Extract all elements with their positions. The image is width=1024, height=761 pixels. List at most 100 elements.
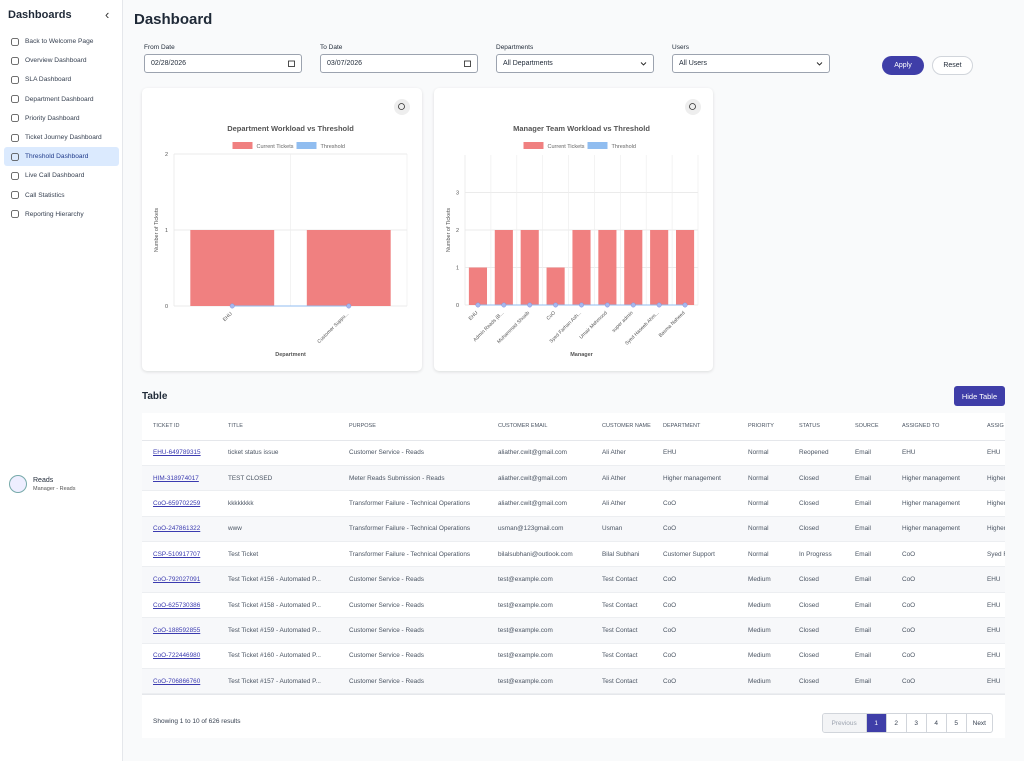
nav-item[interactable]: Live Call Dashboard [4,166,119,185]
ticket-link[interactable]: CoO-792027091 [142,566,226,593]
nav-icon [11,210,19,219]
legend-label: Threshold [612,144,636,150]
page-button[interactable]: 4 [925,714,946,732]
table-row: CoO-659702259 kkkkkkkk Transformer Failure… [142,490,1005,517]
icon-shape [11,191,19,199]
legend-swatch [232,142,253,149]
icon-shape [11,210,19,219]
chart: Department Workload vs Threshold Current … [154,99,410,358]
nav-icon [11,37,19,46]
page-button[interactable]: 2 [885,714,906,732]
table-cell: aliather.cwit@gmail.com [496,465,600,492]
chart-title: Department Workload vs Threshold [227,124,354,133]
bar [468,267,488,305]
threshold-point [604,302,610,308]
table-cell: Customer Service - Reads [347,440,496,466]
table-cell: Normal [746,440,797,466]
nav-item[interactable]: SLA Dashboard [4,70,119,89]
column-header: CUSTOMER EMAIL [496,413,600,441]
nav-icon [11,76,19,84]
table-cell: Closed [797,566,853,593]
user-role: Manager - Reads [33,485,76,492]
nav-item[interactable]: Back to Welcome Page [4,32,119,51]
page-button[interactable]: 5 [945,714,966,732]
ticket-link[interactable]: EHU-649789315 [142,440,226,466]
nav-icon [11,56,19,65]
table-cell: CoO [661,592,746,619]
nav-icon [11,191,19,199]
table-cell: Higher [985,465,1005,492]
bar [624,230,643,305]
nav-item[interactable]: Ticket Journey Dashboard [4,128,119,147]
page-button[interactable]: 1 [865,714,886,732]
ticket-link[interactable]: CoO-188592855 [142,617,226,644]
filter-input[interactable]: 02/28/2026 [144,54,302,73]
page-button[interactable]: Previous [822,714,866,732]
hide-table-button[interactable]: Hide Table [954,386,1005,406]
icon-shape [11,95,19,104]
apply-button[interactable]: Apply [882,56,924,75]
filter-input[interactable]: All Departments [496,54,654,73]
nav-label: SLA Dashboard [25,76,72,84]
nav-icon [11,152,19,161]
table-cell: Closed [797,465,853,492]
bar [650,230,669,305]
nav-icon [11,95,19,104]
table-cell: CoO [661,516,746,543]
ticket-link[interactable]: CoO-625730386 [142,592,226,619]
nav-item[interactable]: Call Statistics [4,186,119,205]
table-cell: Transformer Failure - Technical Operatio… [347,516,496,543]
table-cell: Closed [797,592,853,619]
nav-item[interactable]: Reporting Hierarchy [4,205,119,224]
table-card: TICKET ID TITLE PURPOSE CUSTOMER EMAIL CUSTO… [142,413,1005,738]
icon-shape [11,76,19,84]
table-row: CSP-510917707 Test Ticket Transformer Fail… [142,541,1005,568]
table-row: HIM-318974017 TEST CLOSED Meter Reads Subm… [142,465,1005,492]
x-tick-label: CoO [546,310,558,322]
table-cell: Higher management [900,490,985,517]
nav-icon [11,133,19,142]
table-cell: Closed [797,668,853,695]
nav-item[interactable]: Overview Dashboard [4,51,119,70]
filter-input[interactable]: All Users [672,54,830,73]
ticket-link[interactable]: CSP-510917707 [142,541,226,568]
ticket-link[interactable]: CoO-722446980 [142,643,226,670]
y-tick-label: 0 [165,304,168,310]
table-cell: aliather.cwit@gmail.com [496,490,600,517]
table-cell: CoO [661,490,746,517]
collapse-button[interactable]: ‹ [105,7,110,22]
threshold-point [229,303,235,309]
x-tick-label: Customer Suppo... [316,311,350,345]
zoom-lens [398,103,405,110]
threshold-point [579,302,584,308]
ticket-link[interactable]: CoO-659702259 [142,490,226,517]
nav-item[interactable]: Threshold Dashboard [4,147,119,167]
nav-list: Back to Welcome Page Overview Dashboard SL… [4,32,119,224]
ticket-link[interactable]: CoO-706866760 [142,668,226,695]
chevron [816,62,823,66]
nav-label: Back to Welcome Page [25,38,94,46]
threshold-point [682,302,688,308]
zoom-button[interactable] [685,99,701,115]
table-cell: test@example.com [496,566,600,593]
table-cell: Customer Service - Reads [347,643,496,670]
input-icon [640,62,647,66]
table-cell: CoO [900,643,985,670]
page-button[interactable]: 3 [905,714,926,732]
reset-button[interactable]: Reset [932,56,973,75]
ticket-link[interactable]: HIM-318974017 [142,465,226,492]
column-header: ASSIG [985,413,1005,441]
page-button[interactable]: Next [965,714,992,732]
nav-item[interactable]: Priority Dashboard [4,109,119,128]
filter-input[interactable]: 03/07/2026 [320,54,478,73]
table-cell: Higher [985,516,1005,543]
nav-item[interactable]: Department Dashboard [4,90,119,109]
table-cell: Customer Service - Reads [347,566,496,593]
threshold-point [346,303,352,309]
y-tick-label: 1 [456,266,459,272]
table-cell: Test Ticket #157 - Automated P... [226,668,347,695]
ticket-link[interactable]: CoO-247861322 [142,516,226,543]
zoom-button[interactable] [394,99,410,115]
table-cell: test@example.com [496,668,600,695]
